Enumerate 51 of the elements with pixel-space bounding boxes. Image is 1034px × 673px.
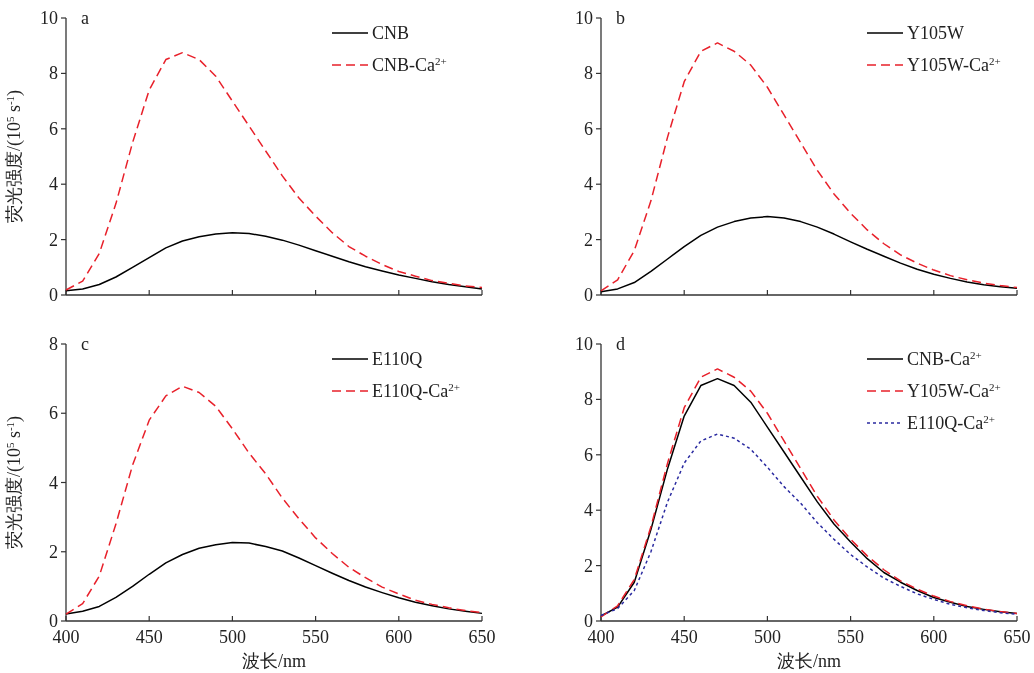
- y-tick-label: 4: [49, 174, 58, 195]
- legend-label: CNB-Ca$^{2+}$: [372, 55, 447, 75]
- line-series: [600, 433, 1018, 617]
- y-tick-label: 8: [584, 63, 593, 84]
- legend-label: Y105W-Ca$^{2+}$: [907, 55, 1001, 75]
- y-tick-label: 8: [584, 389, 593, 410]
- line-series: [600, 42, 1018, 292]
- x-tick-label: 450: [670, 627, 698, 647]
- line-series: [65, 231, 483, 292]
- y-tick-label: 8: [49, 334, 58, 354]
- x-tick-label: 650: [468, 627, 496, 647]
- y-tick-label: 6: [49, 403, 58, 424]
- y-tick-label: 4: [584, 500, 593, 521]
- y-tick-label: 6: [584, 444, 593, 465]
- y-tick-label: 2: [49, 229, 58, 250]
- x-tick-label: 650: [1003, 627, 1031, 647]
- line-series: [65, 541, 483, 615]
- legend-label: E110Q: [372, 349, 423, 369]
- chart-title: a: [81, 8, 89, 28]
- x-tick-label: 600: [385, 627, 413, 647]
- y-tick-label: 4: [49, 472, 58, 493]
- x-tick-label: 500: [753, 627, 781, 647]
- legend-label: CNB-Ca$^{2+}$: [907, 349, 982, 369]
- x-tick-label: 500: [218, 627, 246, 647]
- y-tick-label: 6: [49, 118, 58, 139]
- y-tick-label: 2: [584, 555, 593, 576]
- chart-title: b: [616, 8, 625, 28]
- legend-label: E110Q-Ca$^{2+}$: [372, 381, 461, 401]
- x-axis-title: 波长/nm: [776, 651, 842, 671]
- y-tick-label: 2: [49, 541, 58, 562]
- y-tick-label: 10: [575, 334, 593, 354]
- y-tick-label: 0: [584, 285, 593, 305]
- x-tick-label: 450: [135, 627, 163, 647]
- legend-label: Y105W-Ca$^{2+}$: [907, 381, 1001, 401]
- x-tick-label: 550: [837, 627, 865, 647]
- line-series: [65, 51, 483, 291]
- x-axis-title: 波长/nm: [241, 651, 307, 671]
- legend-label: E110Q-Ca$^{2+}$: [907, 413, 996, 433]
- x-tick-label: 600: [920, 627, 948, 647]
- y-tick-label: 6: [584, 118, 593, 139]
- x-tick-label: 550: [302, 627, 330, 647]
- y-tick-label: 2: [584, 229, 593, 250]
- y-tick-label: 0: [49, 285, 58, 305]
- legend-label: Y105W: [907, 23, 964, 43]
- y-tick-label: 10: [575, 8, 593, 28]
- chart-title: d: [616, 334, 625, 354]
- y-tick-label: 4: [584, 174, 593, 195]
- y-tick-label: 8: [49, 63, 58, 84]
- y-tick-label: 10: [40, 8, 58, 28]
- legend-label: CNB: [372, 23, 410, 43]
- chart-title: c: [81, 334, 89, 354]
